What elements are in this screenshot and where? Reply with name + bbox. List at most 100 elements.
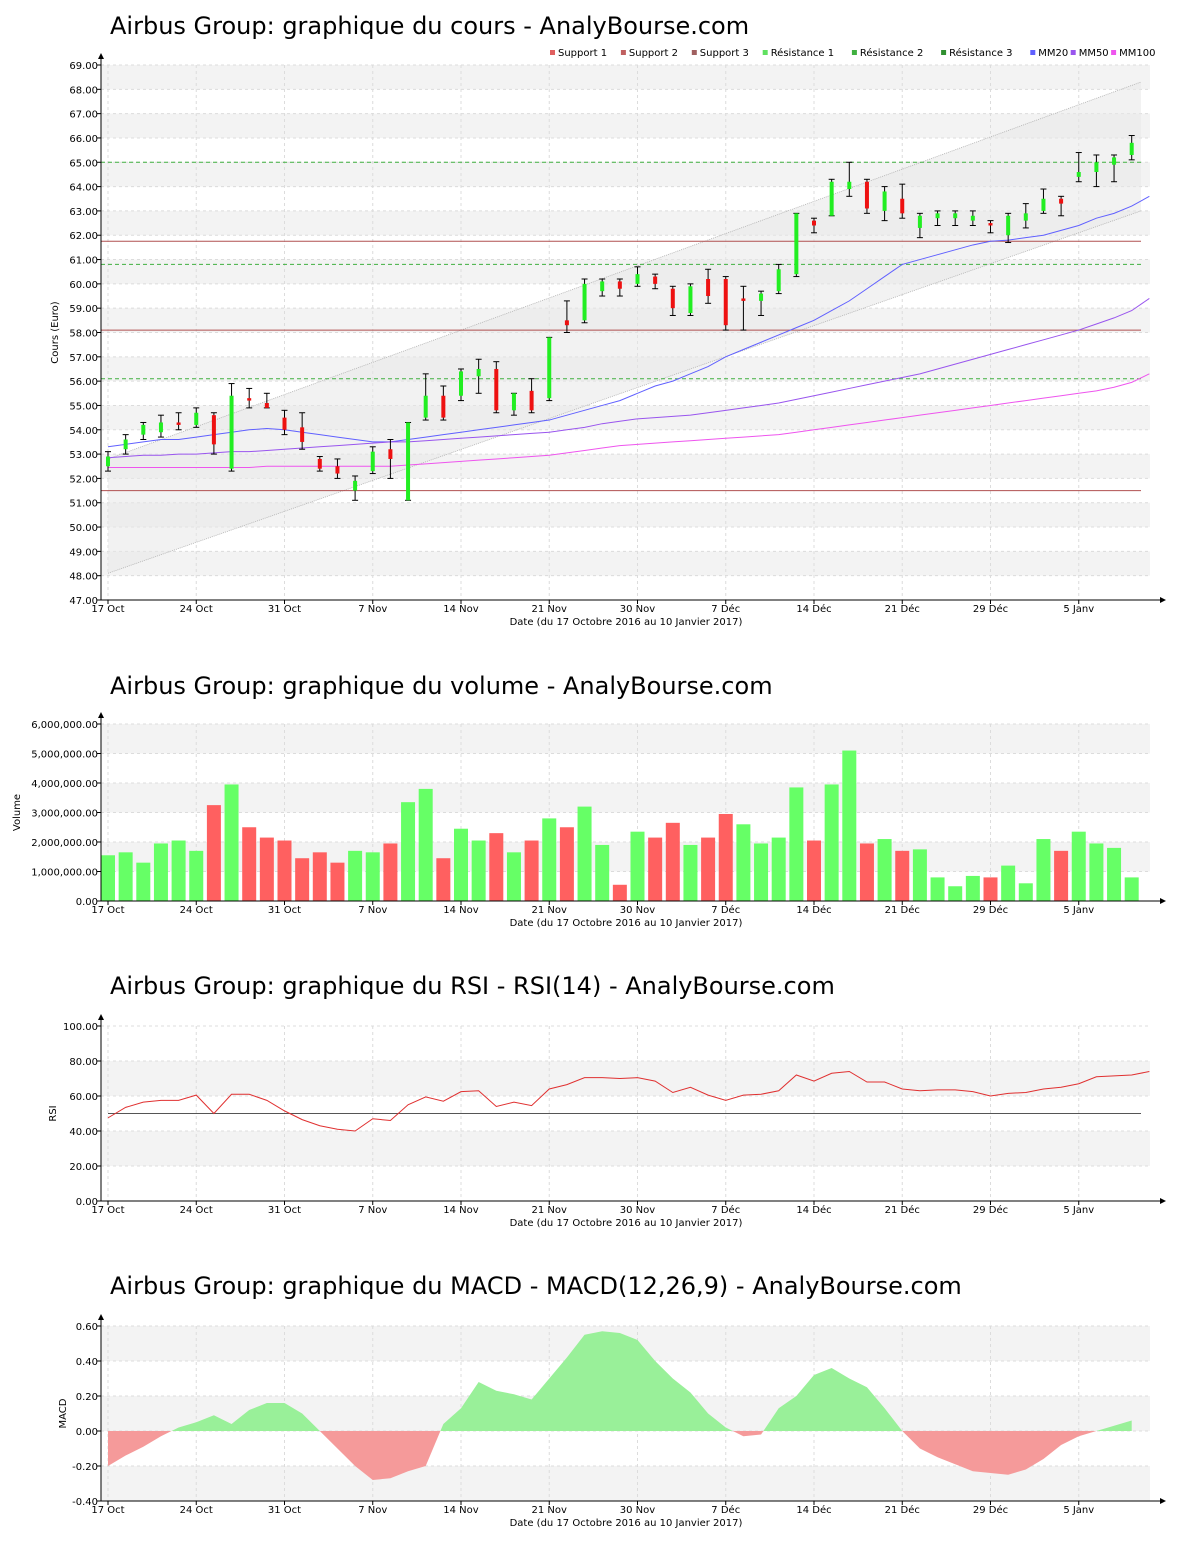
candle-body — [423, 395, 428, 418]
candle-body — [459, 371, 463, 396]
x-tick-label: 31 Oct — [268, 905, 301, 916]
volume-bar — [612, 884, 627, 901]
volume-bar — [754, 843, 769, 901]
x-tick-label: 21 Déc — [885, 904, 920, 916]
y-tick-label: 60.00 — [69, 1092, 98, 1103]
candle-body — [494, 368, 499, 411]
candle-body — [600, 281, 605, 292]
candle-body — [1112, 157, 1117, 165]
grid-band — [101, 551, 1150, 576]
x-tick-label: 21 Déc — [885, 1204, 920, 1216]
candle-body — [617, 281, 622, 289]
candle-body — [688, 286, 693, 314]
candle-body — [123, 439, 128, 450]
candle-body — [1006, 215, 1011, 236]
x-tick-label: 30 Nov — [620, 1505, 656, 1516]
x-axis-arrow — [1160, 1498, 1166, 1504]
x-tick-label: 21 Nov — [532, 1205, 568, 1216]
legend-swatch — [550, 50, 555, 55]
x-axis-arrow — [1160, 597, 1166, 603]
y-axis-label: Volume — [12, 794, 23, 831]
trend-upper — [107, 81, 1142, 460]
y-tick-label: 48.00 — [69, 572, 98, 583]
x-tick-label: 14 Nov — [443, 604, 479, 615]
x-tick-label: 24 Oct — [180, 604, 213, 615]
y-axis-label: RSI — [48, 1105, 59, 1121]
candle-body — [970, 215, 975, 221]
volume-bar — [348, 850, 363, 901]
candle-body — [900, 198, 905, 214]
x-tick-label: 29 Déc — [973, 603, 1008, 615]
candle-body — [935, 213, 940, 219]
x-tick-label: 14 Nov — [443, 1205, 479, 1216]
candle-body — [247, 398, 252, 401]
volume-bar — [824, 784, 839, 901]
volume-bar — [1054, 850, 1069, 901]
y-axis-arrow — [98, 1014, 104, 1020]
candle-body — [829, 181, 834, 216]
legend-label: Support 3 — [700, 48, 749, 59]
volume-bar — [807, 840, 821, 901]
grid-band — [101, 113, 1150, 138]
y-tick-label: 68.00 — [69, 85, 98, 96]
volume-bar — [189, 850, 204, 901]
chart-title: Airbus Group: graphique du volume - Anal… — [110, 672, 773, 700]
y-tick-label: 0.20 — [76, 1392, 98, 1403]
volume-bar — [577, 806, 592, 901]
volume-bar — [718, 813, 733, 901]
y-tick-label: 50.00 — [69, 523, 98, 534]
x-tick-label: 17 Oct — [91, 1205, 124, 1216]
x-axis-label: Date (du 17 Octobre 2016 au 10 Janvier 2… — [510, 1518, 743, 1529]
y-tick-label: -0.20 — [72, 1462, 98, 1473]
candle-body — [547, 337, 552, 399]
volume-bar — [153, 843, 168, 901]
y-tick-label: 0.00 — [76, 1197, 98, 1208]
x-tick-label: 21 Déc — [885, 603, 920, 615]
grid-band — [101, 783, 1150, 813]
y-tick-label: 6,000,000.00 — [31, 720, 98, 731]
x-tick-label: 7 Nov — [358, 604, 387, 615]
x-tick-label: 7 Nov — [358, 1505, 387, 1516]
volume-bar — [383, 843, 398, 901]
candle-body — [706, 279, 711, 297]
x-tick-label: 30 Nov — [620, 905, 656, 916]
volume-bar — [1124, 877, 1139, 901]
y-axis-label: MACD — [58, 1398, 69, 1428]
legend-swatch — [691, 50, 697, 55]
x-tick-label: 14 Déc — [796, 603, 831, 615]
candle-body — [864, 181, 869, 209]
volume-bar — [542, 818, 557, 901]
legend-swatch — [851, 50, 857, 55]
y-tick-label: 67.00 — [69, 110, 98, 121]
macd-positive-area — [171, 1403, 320, 1431]
candle-body — [441, 395, 446, 418]
y-tick-label: 66.00 — [69, 134, 98, 145]
y-tick-label: 100.00 — [63, 1022, 98, 1033]
volume-bar — [330, 862, 345, 901]
chart-title: Airbus Group: graphique du cours - Analy… — [110, 12, 749, 40]
volume-bar — [524, 840, 539, 901]
y-tick-label: 80.00 — [69, 1057, 98, 1068]
volume-bar — [277, 840, 292, 901]
x-tick-label: 24 Oct — [180, 1205, 213, 1216]
candle-body — [1129, 142, 1134, 155]
volume-bar — [224, 784, 239, 901]
y-tick-label: 55.00 — [69, 401, 98, 412]
candle-body — [211, 415, 216, 445]
y-tick-label: 61.00 — [69, 256, 98, 267]
volume-bar — [1018, 883, 1033, 901]
volume-bar — [665, 822, 680, 901]
volume-bar — [171, 840, 186, 901]
x-tick-label: 30 Nov — [620, 604, 656, 615]
candle-body — [653, 276, 658, 284]
y-tick-label: 5,000,000.00 — [31, 750, 98, 761]
candle-body — [353, 480, 358, 491]
candle-body — [141, 424, 146, 435]
x-tick-label: 14 Nov — [443, 1505, 479, 1516]
volume-bar — [418, 788, 433, 901]
candle-body — [1059, 198, 1064, 204]
x-tick-label: 31 Oct — [268, 1505, 301, 1516]
volume-bar — [948, 886, 963, 901]
trend-lower — [107, 210, 1142, 574]
